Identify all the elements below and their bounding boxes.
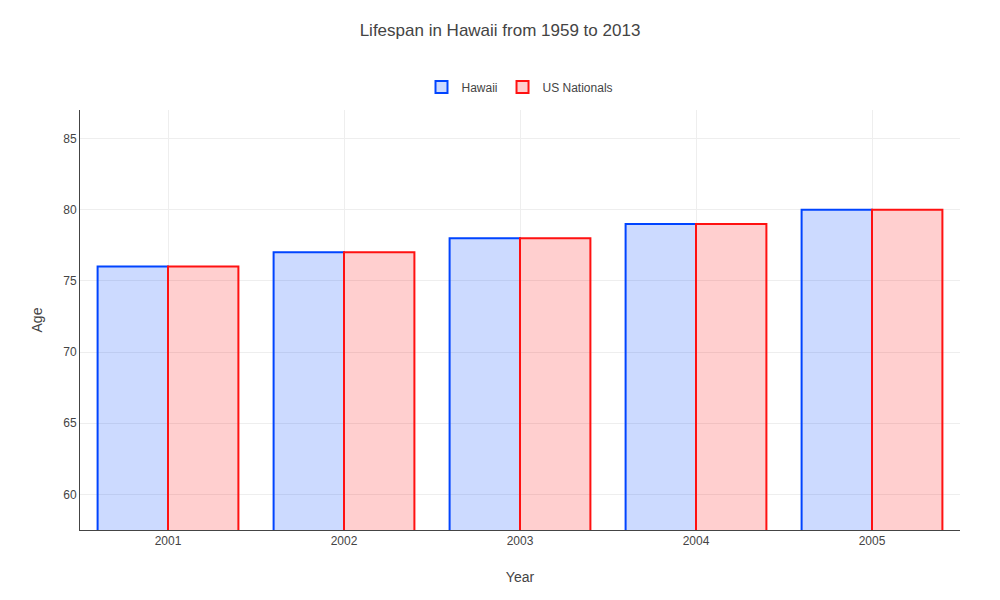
svg-text:Age: Age [29,307,45,332]
svg-text:US Nationals: US Nationals [543,81,613,95]
svg-text:60: 60 [63,488,77,502]
svg-text:Lifespan in Hawaii from 1959 t: Lifespan in Hawaii from 1959 to 2013 [360,21,641,40]
svg-text:2004: 2004 [683,534,710,548]
svg-text:70: 70 [63,345,77,359]
svg-text:Year: Year [506,569,535,585]
svg-text:2002: 2002 [331,534,358,548]
svg-text:2003: 2003 [507,534,534,548]
svg-text:Hawaii: Hawaii [462,81,498,95]
svg-text:65: 65 [63,416,77,430]
svg-text:2001: 2001 [155,534,182,548]
svg-text:80: 80 [63,203,77,217]
svg-text:85: 85 [63,132,77,146]
svg-text:75: 75 [63,274,77,288]
svg-text:2005: 2005 [859,534,886,548]
